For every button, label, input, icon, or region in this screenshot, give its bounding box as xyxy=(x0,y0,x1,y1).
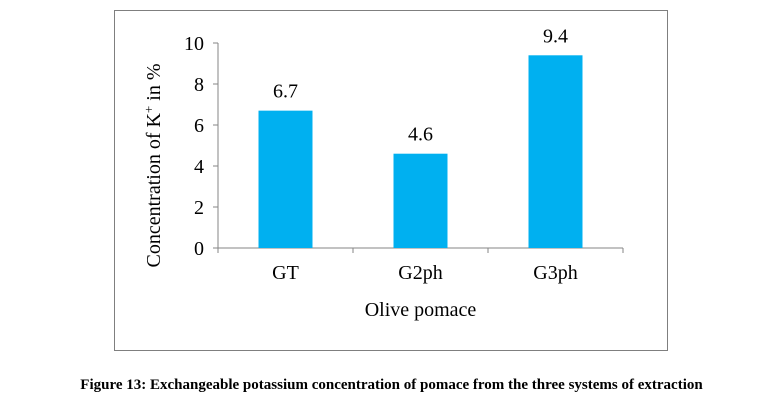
y-tick-label: 4 xyxy=(194,156,204,178)
x-axis-title: Olive pomace xyxy=(365,299,477,321)
y-axis-title: Concentration of K+ in % xyxy=(141,64,166,268)
x-category-label: G3ph xyxy=(533,262,577,284)
bar-g2ph xyxy=(393,153,448,248)
y-tick-label: 0 xyxy=(194,238,204,260)
y-tick-label: 2 xyxy=(194,197,204,219)
y-tick-label: 8 xyxy=(194,74,204,96)
figure-caption: Figure 13: Exchangeable potassium concen… xyxy=(80,377,703,393)
axis-ticks xyxy=(213,42,624,253)
bar-gt xyxy=(258,110,313,249)
y-tick-label: 6 xyxy=(194,115,204,137)
y-axis-title-superscript: + xyxy=(141,106,156,113)
data-label: 4.6 xyxy=(408,124,433,146)
labels: 0 2 4 6 8 10 6.7 GT 4.6 G2ph 9.4 G3ph xyxy=(184,25,578,284)
y-axis-title-prefix: Concentration of K xyxy=(143,113,165,268)
x-category-label: G2ph xyxy=(398,262,442,284)
bars xyxy=(258,55,583,249)
data-label: 6.7 xyxy=(273,81,298,103)
bar-g3ph xyxy=(528,55,583,248)
y-tick-label: 10 xyxy=(184,33,204,55)
y-axis-title-suffix: in % xyxy=(143,64,165,106)
chart-frame xyxy=(114,10,668,351)
x-category-label: GT xyxy=(272,262,299,284)
data-label: 9.4 xyxy=(543,25,568,47)
